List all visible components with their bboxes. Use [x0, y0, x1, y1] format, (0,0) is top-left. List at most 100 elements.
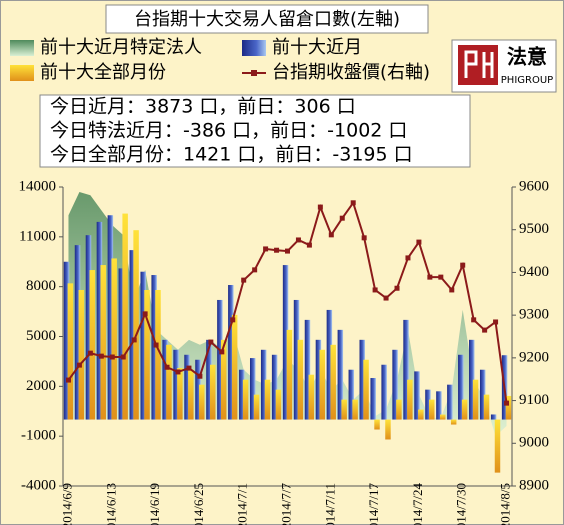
- bar: [392, 349, 398, 420]
- line-marker: [405, 255, 411, 261]
- x-tick-group: 2014/7/17: [366, 483, 381, 525]
- legend-swatch: [10, 40, 34, 56]
- x-tick-group: 2014/6/19: [147, 483, 162, 525]
- bar: [469, 339, 475, 420]
- bar: [330, 344, 336, 420]
- bar: [177, 368, 183, 420]
- legend-swatch: [251, 70, 257, 76]
- bar: [184, 354, 190, 420]
- x-tick-label: 2014/7/1: [235, 483, 250, 525]
- info-line: 今日特法近月：-386 口，前日：-1002 口: [50, 120, 407, 142]
- y2-tick-label: 8900: [519, 477, 549, 493]
- bar: [210, 364, 216, 420]
- line-marker: [383, 295, 389, 301]
- line-marker: [416, 239, 422, 245]
- line-marker: [241, 277, 247, 283]
- bar: [199, 384, 205, 420]
- bar: [231, 314, 238, 420]
- bar: [385, 419, 391, 440]
- line-marker: [230, 317, 236, 323]
- y-tick-label: 5000: [26, 328, 56, 344]
- y2-tick-label: 9600: [519, 178, 549, 194]
- bar: [363, 359, 369, 420]
- bar: [166, 344, 172, 420]
- bar: [74, 245, 81, 420]
- bar: [78, 289, 85, 420]
- bar: [129, 250, 136, 420]
- line-marker: [285, 248, 290, 254]
- x-tick-label: 2014/7/17: [366, 483, 381, 525]
- bar: [85, 235, 92, 420]
- bar: [286, 329, 293, 420]
- y2-tick-label: 9500: [519, 221, 549, 237]
- line-marker: [394, 285, 400, 291]
- bar: [195, 359, 201, 420]
- bar: [220, 339, 227, 420]
- legend-swatch: [242, 40, 266, 56]
- bar: [249, 358, 256, 420]
- line-marker: [328, 232, 334, 238]
- logo: 法意 PHIGROUP: [451, 39, 557, 93]
- line-marker: [120, 354, 126, 360]
- line-marker: [142, 311, 148, 317]
- bar: [264, 379, 271, 420]
- line-marker: [274, 247, 280, 253]
- bar: [396, 399, 402, 420]
- bar: [162, 339, 168, 420]
- y-tick-label: 14000: [19, 178, 57, 194]
- x-tick-label: 2014/6/25: [191, 483, 206, 525]
- bar: [458, 354, 464, 420]
- line-marker: [350, 200, 356, 206]
- info-box: [39, 94, 471, 168]
- bar: [483, 394, 490, 420]
- x-tick-group: 2014/6/13: [103, 483, 118, 525]
- info-line: 今日全部月份：1421 口，前日：-3195 口: [50, 144, 413, 166]
- x-tick-label: 2014/6/19: [147, 483, 162, 525]
- y-tick-label: 2000: [26, 378, 56, 394]
- bar: [479, 369, 486, 420]
- legend-swatch: [10, 65, 34, 81]
- bar: [107, 215, 114, 420]
- line-marker: [164, 364, 170, 370]
- bar: [111, 258, 117, 420]
- bar: [450, 419, 457, 425]
- x-tick-group: 2014/7/24: [410, 483, 425, 525]
- line-marker: [339, 215, 345, 221]
- logo-name: 法意: [507, 45, 547, 69]
- y-tick-label: 11000: [19, 228, 56, 244]
- x-tick-group: 2014/8/5: [498, 483, 513, 525]
- bar: [217, 299, 223, 420]
- bar: [239, 369, 245, 420]
- bar: [494, 419, 501, 473]
- logo-glyph: [464, 50, 494, 78]
- bar: [370, 378, 376, 420]
- bar: [425, 389, 431, 420]
- bar: [326, 309, 333, 420]
- y-tick-label: -4000: [21, 477, 56, 493]
- line-marker: [317, 204, 323, 210]
- bar: [293, 299, 300, 420]
- x-tick-group: 2014/6/9: [59, 483, 74, 525]
- bar: [341, 399, 347, 420]
- bar: [282, 265, 289, 420]
- line-marker: [219, 349, 225, 355]
- bar: [472, 379, 479, 420]
- x-tick-group: 2014/7/1: [235, 483, 250, 525]
- chart-title: 台指期十大交易人留倉口數(左軸): [134, 9, 400, 30]
- x-tick-group: 2014/7/11: [322, 483, 337, 525]
- line-marker: [76, 362, 82, 368]
- line-marker: [295, 237, 301, 243]
- line-marker: [65, 377, 71, 383]
- x-tick-group: 2014/7/30: [454, 483, 469, 525]
- title-box: [105, 4, 429, 34]
- y-tick-label: 8000: [26, 278, 56, 294]
- line-marker: [306, 242, 312, 248]
- legend-label: 前十大全部月份: [40, 62, 166, 83]
- bar: [297, 339, 304, 420]
- line-marker: [87, 350, 93, 356]
- bar: [439, 414, 446, 420]
- bar: [96, 221, 103, 420]
- bar: [490, 414, 497, 420]
- x-tick-label: 2014/7/30: [454, 483, 469, 525]
